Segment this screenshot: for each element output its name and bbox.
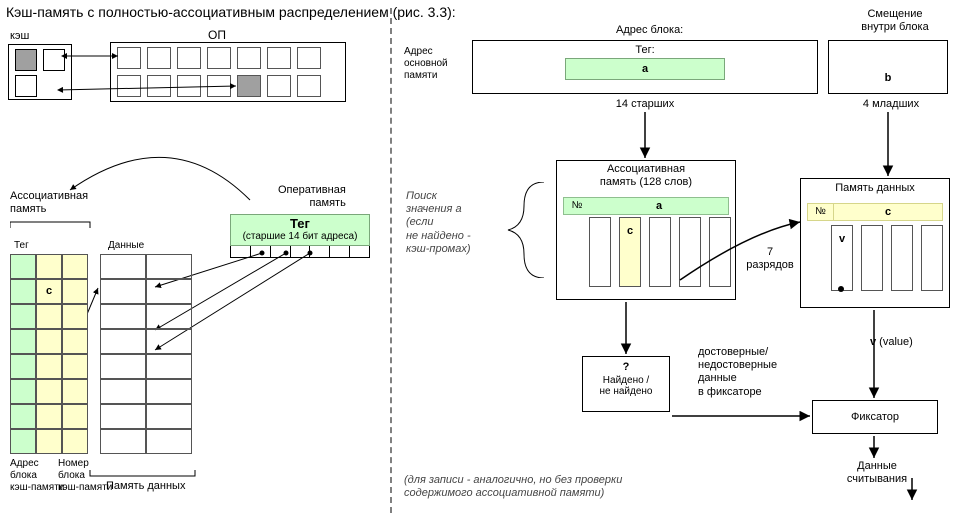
c-cell: c [36, 279, 62, 304]
reliable-label: достоверные/ недостоверные данные в фикс… [698, 346, 777, 399]
cache-label: кэш [10, 30, 29, 43]
assoc-header: № a [563, 197, 729, 215]
op-cell [177, 47, 201, 69]
op-cell [117, 47, 141, 69]
tag-register: Тег: a [472, 40, 818, 94]
bits4-label: 4 младших [856, 98, 926, 111]
op-cell [177, 75, 201, 97]
assoc-columns: c [589, 217, 731, 287]
bits14-label: 14 старших [600, 98, 690, 111]
op-cell [267, 75, 291, 97]
op-cell [147, 47, 171, 69]
data-mem-header: № c [807, 203, 943, 221]
ram-tag-box: Тег (старшие 14 бит адреса) [230, 214, 370, 246]
found-box: ? Найдено / не найдено [582, 356, 670, 412]
data-mem-box: Память данных № c v [800, 178, 950, 308]
latch-box: Фиксатор [812, 400, 938, 434]
offset-title: Смещение внутри блока [850, 8, 940, 34]
op-label: ОП [208, 28, 226, 42]
op-cell [147, 75, 171, 97]
op-cell [297, 75, 321, 97]
read-data-label: Данные считывания [832, 460, 922, 486]
a-value: a [565, 58, 725, 80]
v-value-label: v (value) [870, 336, 913, 349]
brace-icon [494, 182, 554, 278]
v-column: v [831, 225, 853, 291]
tag-small-label: Тег [14, 240, 29, 252]
c-label2: c [834, 204, 942, 220]
cache-cell [15, 75, 37, 97]
num-label: № [564, 198, 590, 214]
cache-cell [43, 49, 65, 71]
cache-box [8, 44, 72, 100]
divider [390, 8, 392, 513]
q-label: ? [583, 361, 669, 373]
cache-cell-selected [15, 49, 37, 71]
data-mem-label: Память данных [106, 480, 185, 493]
assoc-mem-box: Ассоциативная память (128 слов) № a c [556, 160, 736, 300]
search-note: Поиск значения a (если не найдено - кэш-… [406, 190, 471, 256]
bits7-label: 7 разрядов [740, 246, 800, 272]
op-cell [237, 47, 261, 69]
footnote: (для записи - аналогично, но без проверк… [404, 474, 622, 500]
op-box [110, 42, 346, 102]
tag-label: Тег: [473, 44, 817, 56]
assoc-mem-label: Ассоциативная память [10, 190, 88, 216]
ram-tick-row [230, 246, 370, 258]
tag-sub-label: (старшие 14 бит адреса) [231, 231, 369, 242]
op-cell-selected [237, 75, 261, 97]
c-column: c [619, 217, 641, 287]
b-register: b [828, 40, 948, 94]
a-label2: a [590, 198, 728, 214]
op-cell [207, 75, 231, 97]
num-label2: № [808, 204, 834, 220]
page-title: Кэш-память с полностью-ассоциативным рас… [6, 4, 456, 20]
ram-label: Оперативная память [278, 184, 346, 210]
addr-main-mem-label: Адрес основной памяти [404, 46, 448, 82]
op-cell [267, 47, 291, 69]
data-small-label: Данные [108, 240, 144, 252]
found-text: Найдено / не найдено [583, 375, 669, 397]
dot-icon [835, 285, 851, 301]
data-mem-title: Память данных [801, 182, 949, 194]
data-columns: v [831, 225, 943, 291]
addr-block-label: Адрес блока кэш-памяти [10, 458, 64, 494]
tag-big-label: Тег [231, 216, 369, 231]
op-cell [117, 75, 141, 97]
bracket-icon [10, 220, 100, 234]
assoc-table: c [10, 254, 200, 454]
num-block-label: Номер блока кэш-памяти [58, 458, 112, 494]
assoc-title: Ассоциативная память (128 слов) [557, 163, 735, 188]
block-addr-label: Адрес блока: [616, 24, 683, 37]
op-cell [207, 47, 231, 69]
op-cell [297, 47, 321, 69]
